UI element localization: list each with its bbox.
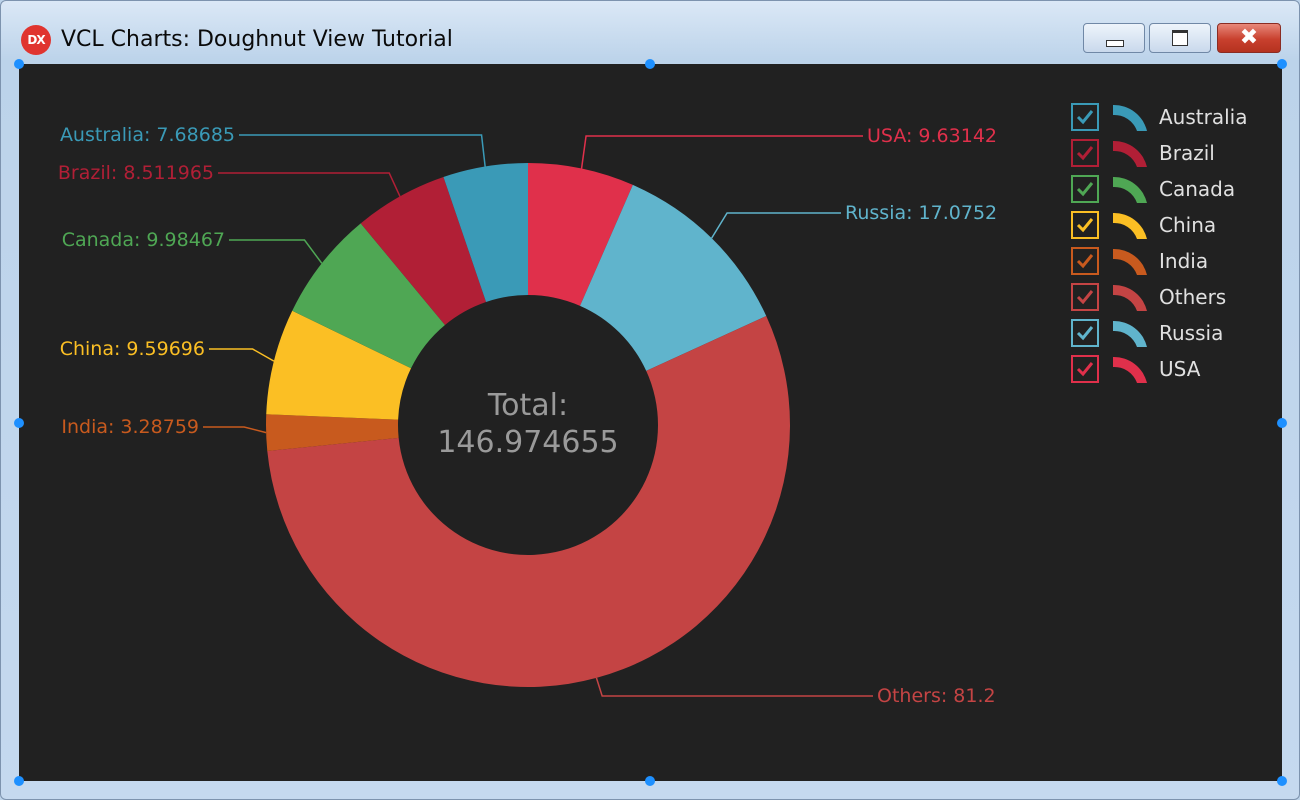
slice-others[interactable] — [267, 315, 791, 687]
doughnut-arc-icon — [1111, 138, 1151, 168]
resize-handle[interactable] — [1277, 776, 1287, 786]
close-icon: ✖ — [1239, 25, 1259, 50]
data-label-india: India: 3.28759 — [61, 416, 199, 438]
title-bar[interactable]: DX VCL Charts: Doughnut View Tutorial ✖ — [1, 1, 1299, 63]
resize-handle[interactable] — [14, 776, 24, 786]
checkmark-icon — [1076, 362, 1094, 377]
checkmark-icon — [1076, 326, 1094, 341]
legend-item-russia[interactable]: Russia — [1071, 318, 1271, 354]
doughnut-arc-icon — [1111, 354, 1151, 384]
leader-line-canada — [229, 239, 323, 264]
leader-line-australia — [239, 134, 486, 167]
legend-label: Canada — [1159, 177, 1236, 201]
checkmark-icon — [1076, 146, 1094, 161]
legend-item-india[interactable]: India — [1071, 246, 1271, 282]
resize-handle[interactable] — [645, 59, 655, 69]
leader-line-china — [209, 348, 275, 362]
legend-checkbox[interactable] — [1071, 103, 1099, 131]
legend-checkbox[interactable] — [1071, 139, 1099, 167]
window-title: VCL Charts: Doughnut View Tutorial — [61, 27, 453, 52]
legend-checkbox[interactable] — [1071, 355, 1099, 383]
slice-china[interactable] — [266, 310, 412, 420]
slice-russia[interactable] — [580, 184, 767, 371]
legend-checkbox[interactable] — [1071, 211, 1099, 239]
slice-india[interactable] — [266, 414, 399, 451]
data-label-russia: Russia: 17.0752 — [845, 202, 997, 224]
doughnut-arc-icon — [1111, 318, 1151, 348]
doughnut-chart: USA: 9.63142 Russia: 17.0752 Others: 81.2 I… — [58, 124, 997, 707]
legend-checkbox[interactable] — [1071, 319, 1099, 347]
data-label-china: China: 9.59696 — [60, 338, 205, 360]
legend-item-canada[interactable]: Canada — [1071, 174, 1271, 210]
doughnut-arc-icon — [1111, 174, 1151, 204]
legend-item-china[interactable]: China — [1071, 210, 1271, 246]
resize-handle[interactable] — [14, 418, 24, 428]
checkmark-icon — [1076, 182, 1094, 197]
data-label-others: Others: 81.2 — [877, 685, 996, 707]
checkmark-icon — [1076, 290, 1094, 305]
legend-label: India — [1159, 249, 1209, 273]
legend-label: Others — [1159, 285, 1227, 309]
legend-item-brazil[interactable]: Brazil — [1071, 138, 1271, 174]
legend-checkbox[interactable] — [1071, 247, 1099, 275]
legend-label: China — [1159, 213, 1217, 237]
close-button[interactable]: ✖ — [1217, 23, 1281, 53]
legend-checkbox[interactable] — [1071, 283, 1099, 311]
maximize-button[interactable] — [1149, 23, 1211, 53]
slice-usa[interactable] — [528, 163, 633, 306]
doughnut-arc-icon — [1111, 102, 1151, 132]
devexpress-logo-icon: DX — [21, 25, 51, 55]
legend-label: Australia — [1159, 105, 1248, 129]
resize-handle[interactable] — [14, 59, 24, 69]
legend-item-others[interactable]: Others — [1071, 282, 1271, 318]
resize-handle[interactable] — [1277, 418, 1287, 428]
legend-item-australia[interactable]: Australia — [1071, 102, 1271, 138]
legend-label: USA — [1159, 357, 1201, 381]
leader-line-russia — [711, 212, 841, 239]
slice-canada[interactable] — [292, 223, 445, 369]
center-total-label: Total: — [487, 388, 568, 423]
doughnut-arc-icon — [1111, 246, 1151, 276]
minimize-button[interactable] — [1083, 23, 1145, 53]
checkmark-icon — [1076, 254, 1094, 269]
resize-handle[interactable] — [645, 776, 655, 786]
chart-control[interactable]: USA: 9.63142 Russia: 17.0752 Others: 81.2 I… — [19, 64, 1282, 781]
checkmark-icon — [1076, 110, 1094, 125]
leader-line-brazil — [218, 172, 401, 197]
data-label-usa: USA: 9.63142 — [867, 125, 997, 147]
slice-brazil[interactable] — [360, 177, 487, 325]
resize-handle[interactable] — [1277, 59, 1287, 69]
center-total-value: 146.974655 — [437, 425, 618, 460]
checkmark-icon — [1076, 218, 1094, 233]
chart-legend: Australia Brazil Canada China India Others Rus… — [1071, 102, 1271, 390]
leader-line-india — [203, 426, 267, 434]
legend-label: Brazil — [1159, 141, 1215, 165]
doughnut-arc-icon — [1111, 282, 1151, 312]
legend-label: Russia — [1159, 321, 1224, 345]
leader-line-usa — [580, 135, 863, 169]
leader-line-others — [595, 677, 873, 697]
legend-checkbox[interactable] — [1071, 175, 1099, 203]
doughnut-arc-icon — [1111, 210, 1151, 240]
slice-australia[interactable] — [443, 163, 528, 302]
data-label-australia: Australia: 7.68685 — [60, 124, 235, 146]
legend-item-usa[interactable]: USA — [1071, 354, 1271, 390]
data-label-canada: Canada: 9.98467 — [62, 229, 225, 251]
data-label-brazil: Brazil: 8.511965 — [58, 162, 214, 184]
